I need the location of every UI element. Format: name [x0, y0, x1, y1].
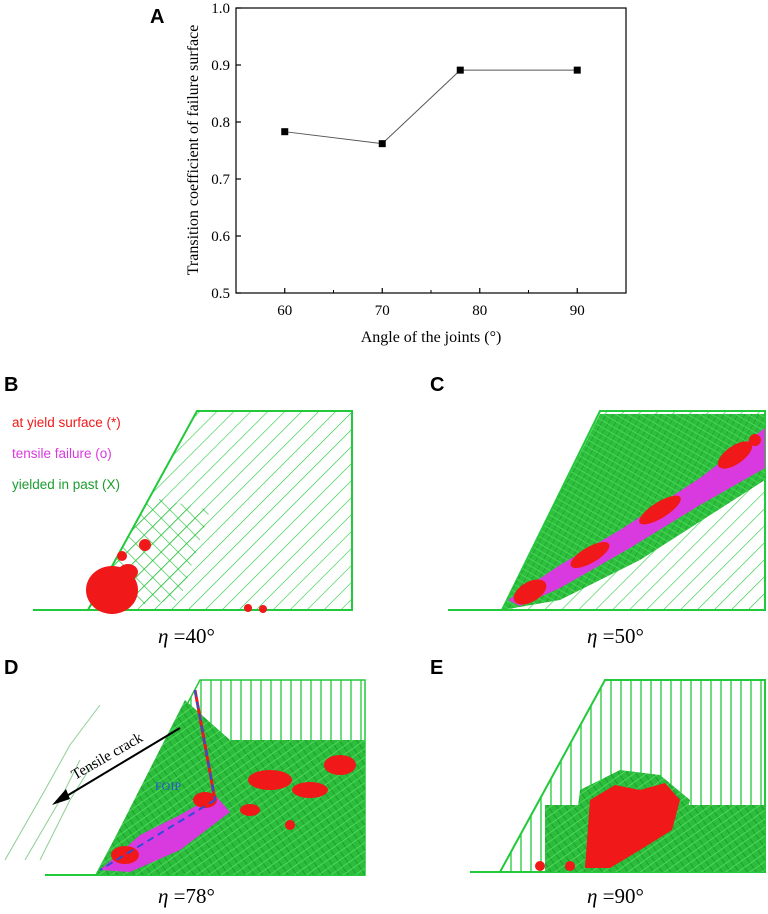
y-tick-label: 1.0	[211, 1, 230, 17]
eta-symbol-d: η	[158, 884, 169, 908]
y-axis-label: Transition coefficient of failure surfac…	[185, 25, 202, 276]
data-point-marker	[378, 140, 386, 148]
foip-label: FOIP	[155, 779, 181, 793]
x-tick-label: 90	[570, 303, 585, 319]
series-line	[284, 69, 578, 145]
y-tick-label: 0.9	[211, 58, 230, 74]
data-point-marker	[456, 66, 464, 74]
y-tick-label: 0.7	[211, 172, 230, 188]
legend-tensile-failure: tensile failure (o)	[12, 446, 112, 461]
angle-e: =90°	[597, 884, 644, 908]
panel-e-model	[470, 679, 766, 873]
eta-symbol-e: η	[587, 884, 598, 908]
plot-frame	[235, 7, 627, 294]
panel-b-model	[33, 410, 353, 614]
x-tick-label: 60	[277, 303, 292, 319]
angle-c: =50°	[597, 624, 644, 648]
panel-label-e: E	[430, 657, 444, 679]
angle-d: =78°	[168, 884, 215, 908]
tensile-crack-annotation: Tensile crack	[69, 730, 146, 784]
legend-yielded-past: yielded in past (X)	[12, 477, 120, 492]
panel-c-model	[448, 410, 766, 611]
x-axis-label: Angle of the joints (°)	[361, 329, 502, 346]
y-tick-label: 0.8	[211, 115, 230, 131]
x-tick-label: 70	[375, 303, 390, 319]
legend-yield-surface: at yield surface (*)	[12, 415, 121, 430]
x-tick-label: 80	[472, 303, 487, 319]
panel-label-c: C	[430, 374, 445, 396]
angle-b: =40°	[168, 624, 215, 648]
data-point-marker	[281, 128, 289, 136]
caption-b: η =40°	[158, 624, 215, 649]
panel-d-model	[4, 679, 366, 876]
panel-label-a: A	[150, 6, 165, 28]
y-tick-label: 0.5	[211, 286, 230, 302]
caption-c: η =50°	[587, 624, 644, 649]
eta-symbol-b: η	[158, 624, 169, 648]
eta-symbol-c: η	[587, 624, 598, 648]
y-tick-label: 0.6	[211, 229, 230, 245]
panel-label-d: D	[4, 657, 19, 679]
caption-e: η =90°	[587, 884, 644, 909]
caption-d: η =78°	[158, 884, 215, 909]
chart-a: 60 70 80 90 0.5 0.6 0.7 0.8 0.9 1.0 Angle of the…	[185, 1, 627, 346]
data-point-marker	[573, 66, 581, 74]
panel-label-b: B	[4, 374, 19, 396]
